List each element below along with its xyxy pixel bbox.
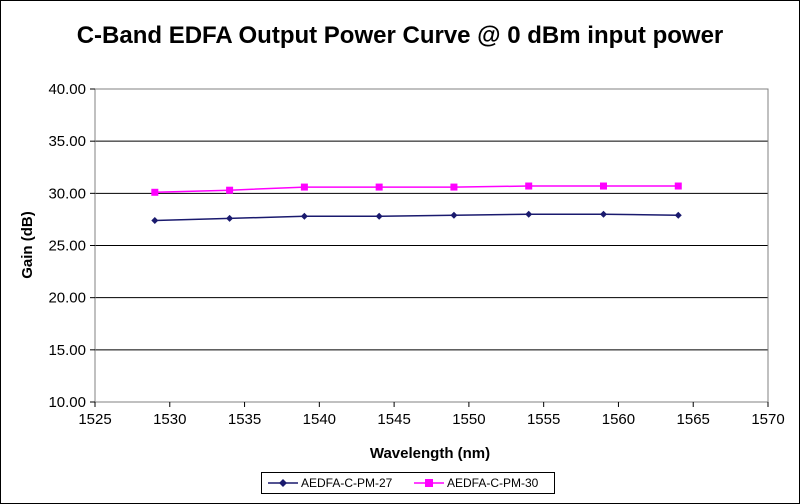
gridlines [95, 88, 768, 403]
data-point [450, 183, 458, 191]
y-axis-ticks: 10.00 15.00 20.00 25.00 30.00 35.00 40.00 [48, 81, 95, 411]
legend-item-series-2: AEDFA-C-PM-30 [414, 475, 538, 491]
y-tick-label: 15.00 [48, 342, 86, 359]
y-axis-title: Gain (dB) [19, 211, 36, 279]
x-tick-label: 1560 [602, 411, 635, 428]
y-tick-label: 25.00 [48, 238, 86, 255]
x-tick-label: 1550 [452, 411, 485, 428]
data-point [599, 182, 607, 190]
x-tick-label: 1565 [677, 411, 710, 428]
y-tick-label: 10.00 [48, 394, 86, 411]
series-line-2 [154, 185, 679, 194]
series-layer [151, 182, 682, 224]
data-point [375, 183, 383, 191]
legend-label-series-1: AEDFA-C-PM-27 [301, 476, 393, 490]
y-tick-label: 20.00 [48, 290, 86, 307]
legend-swatch-series-1 [268, 479, 298, 487]
y-tick-label: 35.00 [48, 133, 86, 150]
x-tick-label: 1530 [153, 411, 186, 428]
data-point [226, 186, 234, 194]
series-line-1 [154, 213, 679, 222]
data-point [674, 182, 682, 190]
x-tick-label: 1540 [303, 411, 336, 428]
data-point [300, 183, 308, 191]
legend-item-series-1: AEDFA-C-PM-27 [268, 475, 392, 491]
y-tick-label: 40.00 [48, 81, 86, 98]
data-point [450, 211, 458, 219]
x-tick-label: 1545 [377, 411, 410, 428]
data-point [525, 210, 533, 218]
data-point [375, 212, 383, 220]
x-tick-label: 1525 [78, 411, 111, 428]
legend: AEDFA-C-PM-27 AEDFA-C-PM-30 [261, 472, 555, 494]
data-point [151, 216, 159, 224]
x-tick-label: 1570 [751, 411, 784, 428]
data-point [525, 182, 533, 190]
x-tick-label: 1555 [527, 411, 560, 428]
data-point [674, 211, 682, 219]
x-axis-ticks: 1525 1530 1535 1540 1545 1550 1555 1560 1565 1570 [78, 402, 785, 428]
x-tick-label: 1535 [228, 411, 261, 428]
chart-title: C-Band EDFA Output Power Curve @ 0 dBm i… [76, 22, 724, 49]
legend-swatch-series-2 [414, 479, 444, 487]
legend-label-series-2: AEDFA-C-PM-30 [447, 476, 539, 490]
data-point [599, 210, 607, 218]
data-point [300, 212, 308, 220]
y-tick-label: 30.00 [48, 185, 86, 202]
data-point [151, 188, 159, 196]
x-axis-title: Wavelength (nm) [370, 445, 490, 462]
data-point [226, 214, 234, 222]
